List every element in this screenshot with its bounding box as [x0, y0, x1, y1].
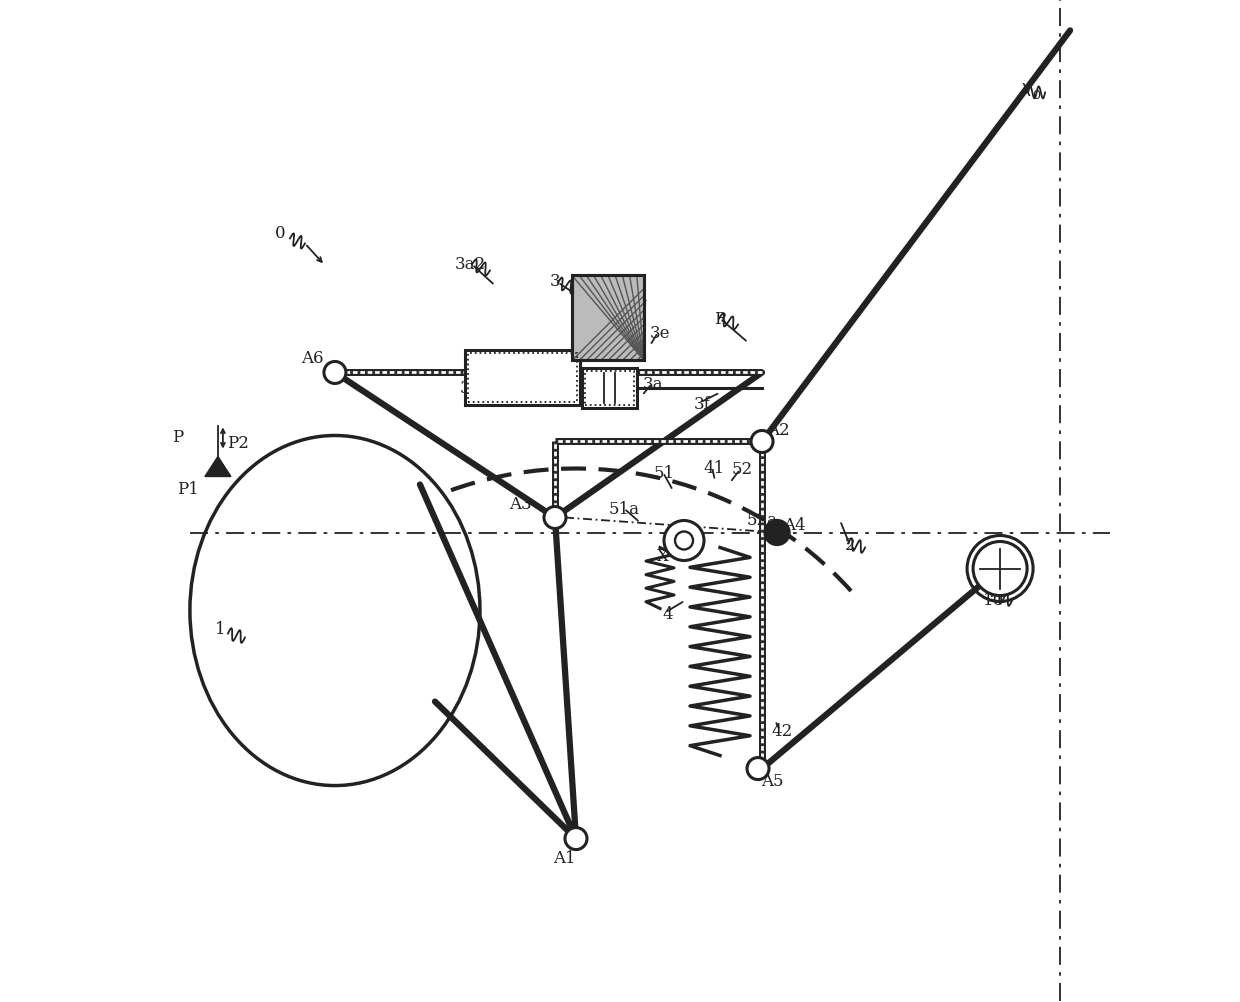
Text: 3d: 3d: [522, 385, 543, 402]
Text: A6: A6: [300, 350, 324, 367]
Text: R: R: [714, 311, 727, 328]
Circle shape: [765, 521, 789, 545]
Text: 3a1: 3a1: [619, 288, 650, 305]
FancyBboxPatch shape: [582, 369, 637, 409]
Text: A1: A1: [553, 850, 575, 866]
Text: 3f: 3f: [693, 396, 711, 413]
Circle shape: [663, 521, 704, 561]
Text: 3a: 3a: [642, 376, 663, 393]
Circle shape: [544, 507, 565, 529]
Text: $X_0$: $X_0$: [1019, 81, 1042, 101]
Text: 10: 10: [982, 591, 1003, 608]
Text: 1: 1: [215, 620, 226, 637]
Text: X: X: [657, 547, 668, 564]
FancyBboxPatch shape: [572, 277, 644, 361]
Text: A2: A2: [766, 422, 790, 439]
Text: 2: 2: [844, 536, 856, 553]
Text: P2: P2: [227, 435, 249, 452]
Text: 52: 52: [732, 461, 753, 478]
Circle shape: [751, 431, 773, 453]
Circle shape: [565, 828, 587, 850]
Text: 0: 0: [274, 224, 285, 241]
Text: 3e: 3e: [650, 325, 671, 342]
Text: P: P: [172, 429, 184, 446]
Polygon shape: [205, 457, 231, 477]
Text: 4: 4: [662, 605, 673, 622]
Text: 3a2: 3a2: [454, 256, 486, 273]
Text: A4: A4: [782, 516, 805, 533]
Circle shape: [675, 532, 693, 550]
Circle shape: [973, 542, 1027, 596]
Text: 52a: 52a: [746, 511, 777, 528]
Text: A3: A3: [508, 496, 531, 512]
Text: 51: 51: [653, 465, 675, 482]
Text: 41: 41: [703, 460, 724, 477]
Circle shape: [324, 362, 346, 384]
Text: 3c: 3c: [460, 380, 480, 397]
Text: P1: P1: [177, 481, 198, 498]
Circle shape: [746, 758, 769, 780]
Text: A5: A5: [761, 773, 784, 790]
FancyBboxPatch shape: [465, 351, 580, 406]
Text: 51a: 51a: [609, 501, 640, 517]
Text: 42: 42: [771, 722, 792, 739]
Text: 3: 3: [549, 273, 560, 290]
